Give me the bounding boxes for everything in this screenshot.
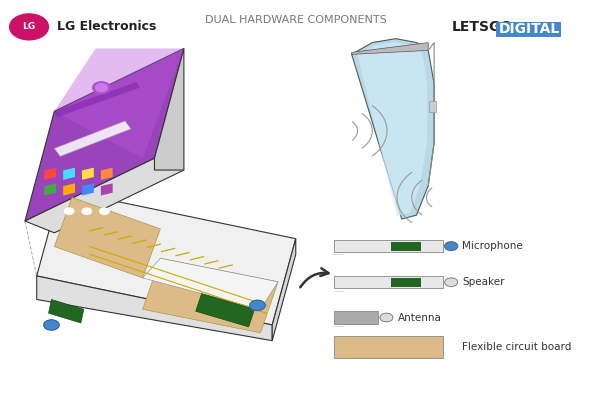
Polygon shape: [25, 49, 184, 221]
Text: LETSGO: LETSGO: [452, 20, 513, 34]
Text: Antenna: Antenna: [398, 312, 442, 323]
Polygon shape: [49, 299, 84, 323]
Polygon shape: [55, 82, 140, 117]
Polygon shape: [101, 183, 113, 196]
Polygon shape: [143, 258, 278, 333]
Polygon shape: [25, 158, 184, 233]
Polygon shape: [44, 167, 56, 180]
Polygon shape: [55, 49, 184, 158]
Circle shape: [44, 320, 59, 330]
Circle shape: [380, 313, 393, 322]
Polygon shape: [272, 239, 296, 340]
Circle shape: [445, 242, 458, 250]
FancyBboxPatch shape: [334, 276, 443, 288]
Polygon shape: [82, 167, 94, 180]
Polygon shape: [63, 183, 75, 196]
Polygon shape: [143, 258, 278, 309]
Circle shape: [92, 82, 110, 94]
Polygon shape: [196, 293, 254, 327]
Circle shape: [250, 300, 265, 310]
Text: Flexible circuit board: Flexible circuit board: [463, 342, 572, 352]
Text: DIGITAL: DIGITAL: [498, 22, 560, 36]
Circle shape: [100, 208, 109, 214]
Polygon shape: [352, 39, 434, 219]
Polygon shape: [37, 190, 296, 325]
FancyBboxPatch shape: [391, 278, 421, 287]
FancyBboxPatch shape: [391, 242, 421, 250]
FancyArrowPatch shape: [300, 268, 329, 287]
Polygon shape: [82, 183, 94, 196]
Circle shape: [82, 208, 91, 214]
Text: Speaker: Speaker: [463, 277, 505, 287]
Circle shape: [10, 14, 49, 40]
Circle shape: [95, 84, 107, 92]
Polygon shape: [44, 183, 56, 196]
FancyBboxPatch shape: [334, 311, 378, 324]
Polygon shape: [55, 121, 131, 156]
FancyBboxPatch shape: [334, 336, 443, 358]
Circle shape: [64, 208, 74, 214]
Polygon shape: [55, 198, 160, 278]
FancyBboxPatch shape: [430, 101, 436, 112]
Polygon shape: [358, 42, 427, 216]
Polygon shape: [37, 276, 272, 340]
FancyBboxPatch shape: [334, 240, 443, 252]
Polygon shape: [101, 167, 113, 180]
Polygon shape: [154, 49, 184, 170]
Text: DUAL HARDWARE COMPONENTS: DUAL HARDWARE COMPONENTS: [205, 15, 386, 25]
FancyBboxPatch shape: [496, 22, 561, 37]
Polygon shape: [352, 43, 428, 55]
Polygon shape: [63, 167, 75, 180]
Text: LG: LG: [22, 23, 35, 31]
Text: Microphone: Microphone: [463, 241, 523, 251]
Text: LG Electronics: LG Electronics: [58, 21, 157, 34]
Circle shape: [445, 278, 458, 286]
